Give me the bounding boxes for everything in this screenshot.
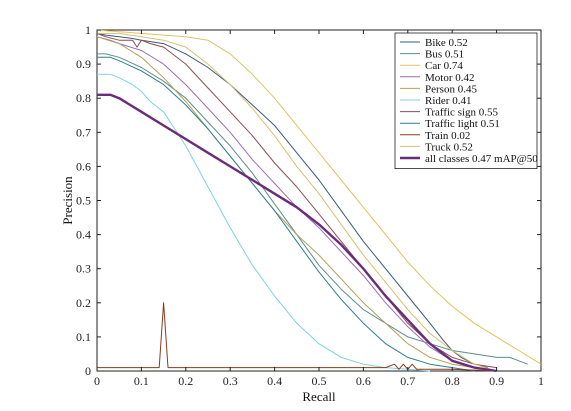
y-tick-label: 0 — [85, 364, 91, 378]
series-line-9 — [97, 32, 497, 372]
y-tick-label: 0.5 — [76, 194, 91, 208]
x-tick-label: 0.3 — [223, 374, 238, 388]
legend-label-0: Bike 0.52 — [425, 37, 468, 49]
x-tick-label: 0.5 — [312, 374, 327, 388]
x-tick-label: 0 — [94, 374, 100, 388]
y-axis-title: Precision — [60, 176, 75, 225]
y-tick-label: 0.3 — [76, 262, 91, 276]
legend-label-1: Bus 0.51 — [425, 49, 464, 61]
y-tick-label: 1 — [85, 23, 91, 37]
legend-label-7: Traffic light 0.51 — [425, 118, 500, 130]
x-tick-label: 0.7 — [400, 374, 415, 388]
series-line-1 — [97, 53, 528, 365]
x-tick-label: 0.1 — [134, 374, 149, 388]
axes-layer: 0 0.1 0.2 0.3 0.4 0.5 0.6 0.7 0.8 0.9 1 0 0.1 0.2 0.3 0… — [76, 23, 544, 388]
series-line-6 — [96, 32, 497, 369]
y-tick-label: 0.6 — [76, 159, 91, 173]
x-tick-label: 1 — [538, 374, 544, 388]
x-tick-label: 0.9 — [489, 374, 504, 388]
legend-label-3: Motor 0.42 — [425, 72, 475, 84]
y-tick-label: 0.4 — [76, 228, 91, 242]
y-tick-label: 0.7 — [76, 125, 91, 139]
x-tick-label: 0.2 — [178, 374, 193, 388]
series-line-3 — [96, 36, 497, 372]
series-line-4 — [96, 36, 475, 369]
series-line-5 — [97, 73, 431, 372]
legend-label-5: Rider 0.41 — [425, 95, 471, 107]
series-line-0 — [96, 32, 488, 369]
series-line-7 — [97, 56, 475, 372]
series-layer — [96, 29, 542, 373]
x-axis-title: Recall — [302, 389, 336, 404]
x-tick-label: 0.8 — [445, 374, 460, 388]
legend-label-4: Person 0.45 — [425, 83, 477, 95]
legend-label-10: all classes 0.47 mAP@50 — [425, 153, 538, 165]
y-tick-label: 0.9 — [76, 57, 91, 71]
x-tick-label: 0.4 — [267, 374, 282, 388]
y-tick-label: 0.2 — [76, 296, 91, 310]
legend-label-6: Traffic sign 0.55 — [425, 107, 499, 119]
x-tick-label: 0.6 — [356, 374, 371, 388]
series-line-8 — [97, 302, 497, 372]
series-line-2 — [96, 29, 542, 365]
y-tick-label: 0.1 — [76, 330, 91, 344]
legend-label-8: Train 0.02 — [425, 130, 470, 142]
legend-label-9: Truck 0.52 — [425, 141, 473, 153]
legend-label-2: Car 0.74 — [425, 60, 463, 72]
series-line-10 — [97, 93, 497, 373]
y-tick-label: 0.8 — [76, 91, 91, 105]
